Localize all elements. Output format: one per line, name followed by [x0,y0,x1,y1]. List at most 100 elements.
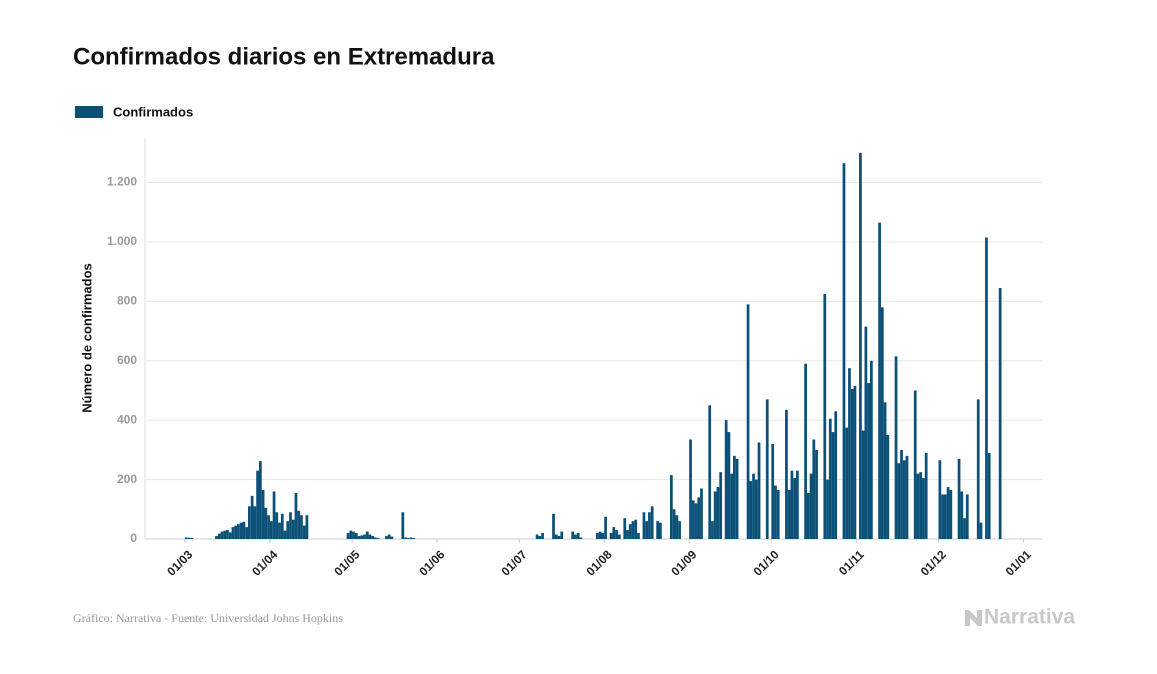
bar [604,516,607,539]
bar [902,460,906,539]
y-tick-label: 0 [130,531,137,545]
bar [541,533,544,539]
bar [924,452,928,539]
bar [787,489,791,539]
x-tick-label: 01/10 [751,547,782,578]
bar [185,537,188,539]
bar [261,489,265,539]
bar [601,533,605,539]
bar [678,521,681,539]
bar [987,452,991,539]
bar [278,522,281,539]
bar [267,515,270,539]
bar [305,515,309,539]
bar [374,537,377,539]
bar [253,506,257,539]
bar [880,307,884,539]
bar [883,402,887,539]
bar [401,512,405,539]
bar [648,512,651,539]
bar [812,439,816,539]
source: Gráfico: Narrativa - Fuente: Universidad… [73,611,343,625]
bar [245,527,249,539]
bar [557,536,561,539]
bar [757,442,761,539]
bar [826,479,829,539]
bar [598,531,602,539]
bar [938,460,942,539]
bar [404,537,407,539]
bar [363,534,366,539]
bar [675,515,679,539]
bar [700,488,703,539]
bar [976,399,980,539]
bar [217,533,221,539]
chart-title: Confirmados diarios en Extremadura [73,43,495,70]
bar [357,536,361,539]
bar [237,524,240,539]
bar [617,534,621,539]
bar [349,530,353,539]
bar [642,512,646,539]
bar [776,489,780,539]
bar [645,521,649,539]
x-tick-label: 01/09 [668,547,699,578]
bar [215,536,218,539]
bar [897,463,901,539]
bar [634,519,638,539]
bar [708,405,712,539]
bar [650,506,654,539]
bar [264,507,268,539]
bar [853,386,857,539]
bar [697,497,701,539]
bar [730,473,733,539]
x-tick-label: 01/08 [583,547,614,578]
bar [711,521,714,539]
y-tick-label: 600 [117,353,137,367]
bar [302,525,306,539]
bar [409,537,413,539]
bar [859,152,862,539]
bar [946,487,950,539]
bar [656,521,660,539]
bar [412,538,416,539]
x-tick-label: 01/01 [1003,547,1034,578]
bar [352,531,355,539]
y-axis-label: Número de confirmados [79,263,94,413]
bar [960,491,964,539]
bar [716,487,720,539]
bar [746,304,750,539]
bar [256,470,259,539]
x-tick-label: 01/11 [836,547,867,578]
bar [368,534,372,539]
bar [796,470,799,539]
bar [713,491,717,539]
bar [672,509,676,539]
bar [913,390,917,539]
bar [905,455,909,539]
bar [406,538,410,539]
bar [574,534,577,539]
bar [226,530,229,539]
bar [724,420,728,539]
x-tick-label: 01/04 [249,547,280,578]
bar [823,293,827,539]
bar [848,368,851,539]
bar [390,536,394,539]
bar [965,494,969,539]
bar [626,530,629,539]
bar [223,530,227,539]
bar [631,521,635,539]
x-tick-label: 01/03 [164,547,195,578]
bar [949,489,953,539]
bar [576,533,580,539]
bar [886,435,890,539]
x-tick-label: 01/06 [416,547,447,578]
bar [900,449,903,539]
bar [754,479,758,539]
bar [289,512,292,539]
legend-swatch [75,106,103,118]
bar [771,443,775,539]
bar [943,494,947,539]
y-tick-label: 200 [117,472,137,486]
